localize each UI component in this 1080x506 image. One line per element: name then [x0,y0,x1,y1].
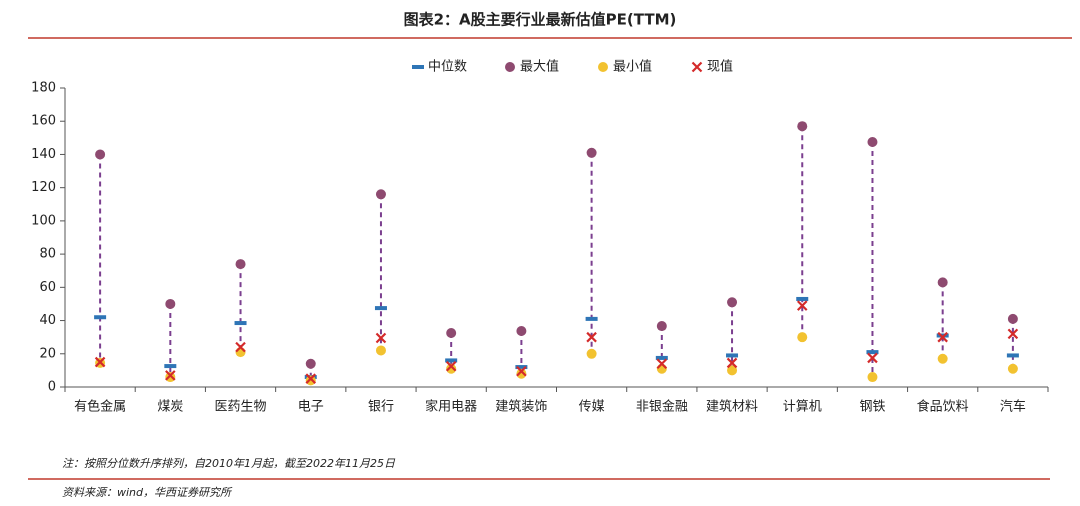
point [164,364,177,369]
legend-label: 中位数 [428,60,467,75]
y-tick-label: 20 [39,346,56,361]
point [867,372,878,383]
x-tick-label: 有色金属 [74,399,126,415]
point [796,296,809,301]
point [375,332,387,344]
point [305,373,317,384]
point [797,332,808,343]
point [1007,363,1018,374]
point [165,298,176,309]
point [165,372,176,383]
point [1006,353,1019,358]
point [235,341,246,353]
x-tick-label: 建筑装饰 [495,399,547,415]
point [867,136,878,147]
x-tick-label: 煤炭 [157,400,183,415]
point [445,358,458,363]
source: 资料来源：wind，华西证券研究所 [62,486,233,499]
legend-marker [412,65,424,69]
x-tick-label: 建筑材料 [706,399,758,415]
point [446,363,457,374]
point [305,375,316,386]
point [516,365,527,377]
point [937,331,948,343]
point [796,300,808,311]
point [515,365,528,370]
x-tick-label: 汽车 [1000,399,1026,415]
point [446,328,457,339]
x-tick-label: 电子 [298,400,324,415]
point [726,353,739,358]
point [1007,313,1018,324]
point [516,368,527,379]
point [445,360,457,372]
legend-marker [598,62,608,72]
x-tick-label: 医药生物 [215,400,267,415]
point [234,321,247,326]
x-tick-label: 传媒 [579,400,605,415]
point [586,331,597,343]
point [656,358,668,370]
point [165,370,176,381]
x-tick-label: 计算机 [783,400,822,415]
x-tick-label: 银行 [368,400,394,415]
y-tick-label: 40 [39,313,56,328]
point [866,350,879,355]
chart-title: 图表2：A股主要行业最新估值PE(TTM) [404,11,677,29]
x-tick-label: 非银金融 [636,399,688,415]
legend-marker [505,62,515,72]
point [727,365,738,376]
point [235,259,246,270]
note: 注：按照分位数升序排列，自2010年1月起，截至2022年11月25日 [62,457,396,470]
point [656,321,667,332]
x-tick-label: 钢铁 [859,400,885,415]
x-tick-label: 家用电器 [425,399,477,415]
legend-label: 最小值 [613,59,652,75]
x-tick-label: 食品饮料 [917,399,969,415]
point [94,356,106,368]
point [374,306,387,311]
point [726,357,738,369]
point [585,316,598,321]
point [727,297,738,308]
point [94,315,107,320]
y-tick-label: 140 [31,147,56,162]
point [937,353,948,364]
point [586,147,597,158]
point [586,348,597,359]
point [375,189,386,200]
y-tick-label: 100 [31,213,56,228]
y-tick-label: 0 [48,380,56,395]
point [655,355,668,360]
legend-label: 现值 [707,59,733,75]
legend-marker [691,61,703,73]
point [797,121,808,132]
point [867,352,878,364]
point [305,358,316,369]
legend-label: 最大值 [520,59,559,75]
y-tick-label: 120 [31,180,56,195]
point [936,333,949,338]
point [937,277,948,288]
point [1007,328,1019,340]
y-tick-label: 80 [39,247,56,262]
y-tick-label: 180 [31,81,56,96]
y-tick-label: 160 [31,114,56,129]
point [375,345,386,356]
point [516,326,527,337]
y-tick-label: 60 [39,280,56,295]
point [95,149,106,160]
